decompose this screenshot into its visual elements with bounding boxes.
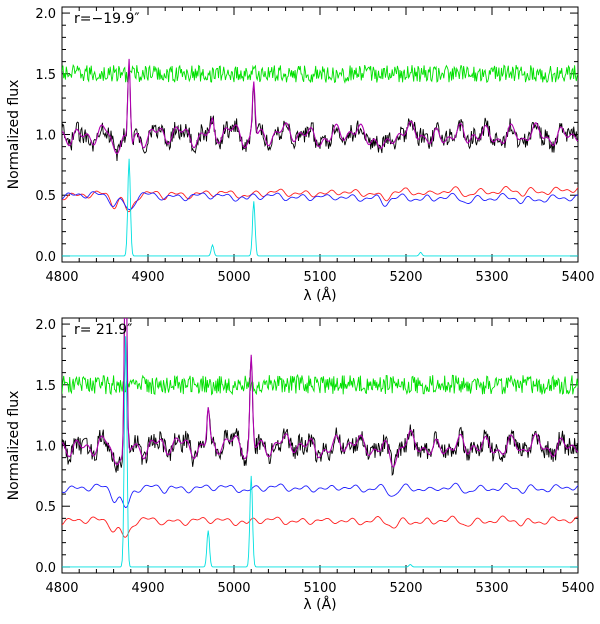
y-tick-label: 1.5: [35, 379, 56, 394]
x-tick-label: 4800: [45, 581, 78, 596]
x-tick-label: 5100: [303, 270, 336, 285]
x-tick-label: 5100: [303, 581, 336, 596]
spectrum-series-fit: [62, 58, 578, 155]
x-tick-label: 5000: [217, 581, 250, 596]
x-tick-label: 4900: [131, 581, 164, 596]
y-tick-label: 2.0: [35, 318, 56, 333]
spectrum-series-template: [62, 186, 578, 213]
radius-annotation: r=−19.9″: [74, 11, 140, 27]
y-tick-label: 0.5: [35, 189, 56, 204]
spectrum-series-emission: [62, 336, 578, 568]
x-tick-label: 5300: [475, 270, 508, 285]
spectrum-series-template: [62, 482, 578, 509]
y-axis-title: Normalized flux: [6, 391, 22, 501]
spectrum-series-template2: [62, 191, 578, 210]
plot-frame: [61, 6, 579, 263]
spectrum-series-template2: [62, 515, 578, 538]
spectrum-series-noise: [62, 373, 578, 396]
y-axis-title: Normalized flux: [6, 80, 22, 190]
x-tick-label: 5400: [561, 581, 594, 596]
y-tick-label: 0.0: [35, 561, 56, 576]
radius-annotation: r= 21.9″: [74, 322, 132, 338]
x-axis-title: λ (Å): [303, 287, 336, 304]
y-tick-label: 2.0: [35, 7, 56, 22]
y-tick-label: 0.5: [35, 500, 56, 515]
y-tick-label: 0.0: [35, 250, 56, 265]
spectrum-series-observed: [62, 318, 578, 477]
plot-frame: [61, 317, 579, 574]
x-tick-label: 5400: [561, 270, 594, 285]
x-tick-label: 5000: [217, 270, 250, 285]
y-tick-label: 1.5: [35, 68, 56, 83]
x-tick-label: 4800: [45, 270, 78, 285]
x-tick-label: 4900: [131, 270, 164, 285]
x-tick-label: 5200: [389, 581, 422, 596]
y-tick-label: 1.0: [35, 440, 56, 455]
x-axis-title: λ (Å): [303, 596, 336, 613]
y-tick-label: 1.0: [35, 129, 56, 144]
spectrum-series-noise: [62, 63, 578, 84]
x-tick-label: 5300: [475, 581, 508, 596]
spectrum-series-fit: [62, 318, 578, 468]
spectrum-series-emission: [62, 158, 578, 257]
spectrum-panel-bottom: 4800 4900 5000 5100 5200 5300 5400 0.0 0.5 1.0 1.5…: [6, 317, 595, 613]
spectrum-panel-top: 4800 4900 5000 5100 5200 5300 5400 0.0 0.5 1.0 1.5…: [6, 6, 595, 304]
x-tick-label: 5200: [389, 270, 422, 285]
